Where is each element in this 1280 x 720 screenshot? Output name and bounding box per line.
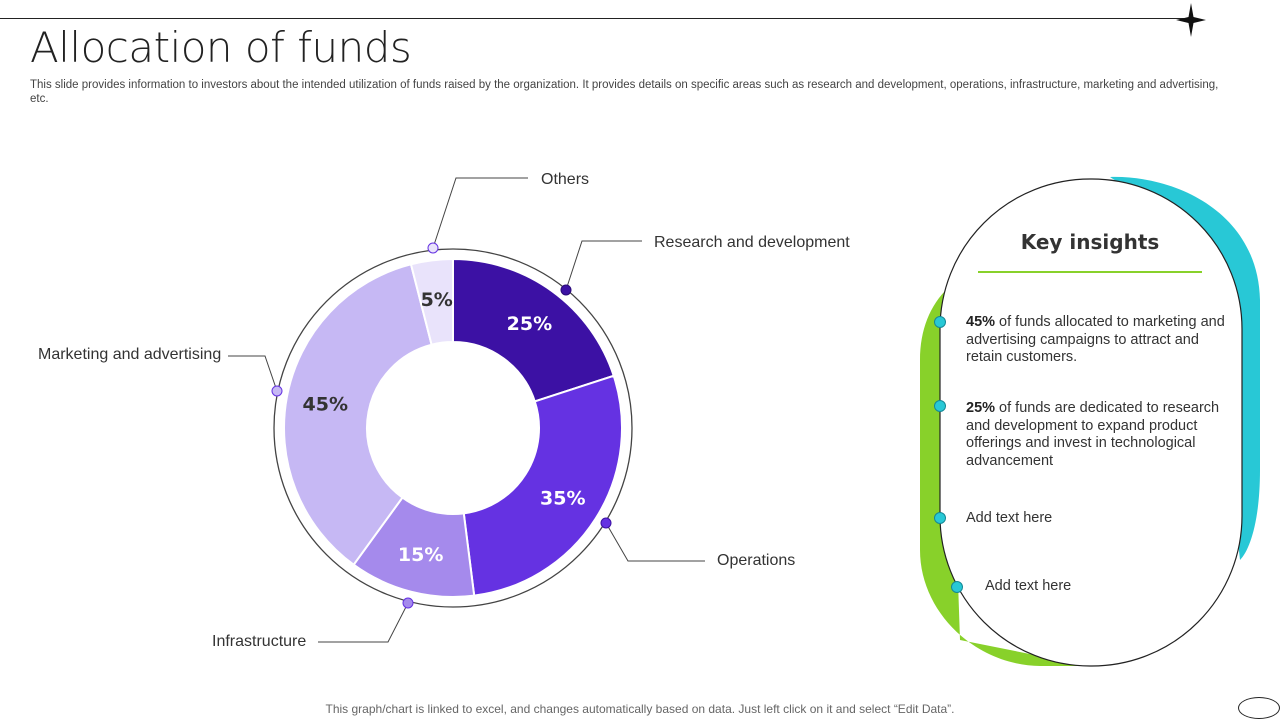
insight-bullet-4 [951, 581, 963, 593]
donut-segment-label-4: 45% [303, 394, 348, 416]
star-icon [1176, 3, 1206, 37]
chart-outer-ring [273, 248, 633, 608]
page-subtitle: This slide provides information to inves… [30, 79, 1219, 105]
category-label-others: Others [541, 171, 589, 188]
insights-title-rule [978, 271, 1202, 273]
insight-bullet-2 [934, 400, 946, 412]
donut-segment-label-3: 15% [398, 544, 443, 566]
donut-segment-1[interactable] [452, 257, 615, 403]
connector-infrastructure [318, 602, 409, 643]
donut-segment-5[interactable] [409, 257, 454, 346]
insight-item-3: Add text here [966, 510, 1206, 528]
insight-text-2: of funds are dedicated to research and d… [966, 400, 1220, 469]
marker-operations [600, 517, 612, 529]
page-title: Allocation of funds [30, 23, 412, 72]
donut-segment-2[interactable] [462, 374, 623, 597]
insight-text-3: Add text here [966, 510, 1053, 526]
insight-item-2: 25% of funds are dedicated to research a… [966, 400, 1228, 470]
insight-text-4: Add text here [985, 578, 1072, 594]
insight-strong-1: 45% [966, 314, 996, 330]
insight-text-1: of funds allocated to marketing and adve… [966, 314, 1225, 365]
category-label-marketing: Marketing and advertising [38, 346, 221, 363]
corner-oval-decoration [1238, 697, 1280, 719]
category-label-infrastructure: Infrastructure [212, 633, 306, 650]
insight-bullet-3 [934, 512, 946, 524]
marker-others [427, 242, 439, 254]
insight-item-1: 45% of funds allocated to marketing and … [966, 314, 1234, 367]
insight-strong-2: 25% [966, 400, 996, 416]
footer-note: This graph/chart is linked to excel, and… [325, 702, 955, 716]
category-label-operations: Operations [717, 552, 795, 569]
insight-bullet-1 [934, 316, 946, 328]
connector-research [565, 240, 642, 291]
connector-marketing [228, 355, 278, 392]
donut-segment-label-5: 5% [421, 289, 453, 311]
header-rule [0, 18, 1190, 19]
marker-research [560, 284, 572, 296]
insights-title: Key insights [1020, 230, 1160, 254]
donut-chart[interactable]: 25%35%15%45%5% Research and development … [0, 130, 900, 690]
insight-item-4: Add text here [985, 578, 1205, 596]
connector-operations [605, 522, 705, 562]
insights-pill [939, 178, 1243, 667]
donut-segment-label-2: 35% [540, 488, 585, 510]
donut-segment-label-1: 25% [507, 313, 552, 335]
marker-infrastructure [402, 597, 414, 609]
marker-marketing [271, 385, 283, 397]
category-label-research: Research and development [654, 234, 850, 251]
connector-others [432, 177, 528, 249]
donut-segment-4[interactable] [282, 263, 433, 567]
